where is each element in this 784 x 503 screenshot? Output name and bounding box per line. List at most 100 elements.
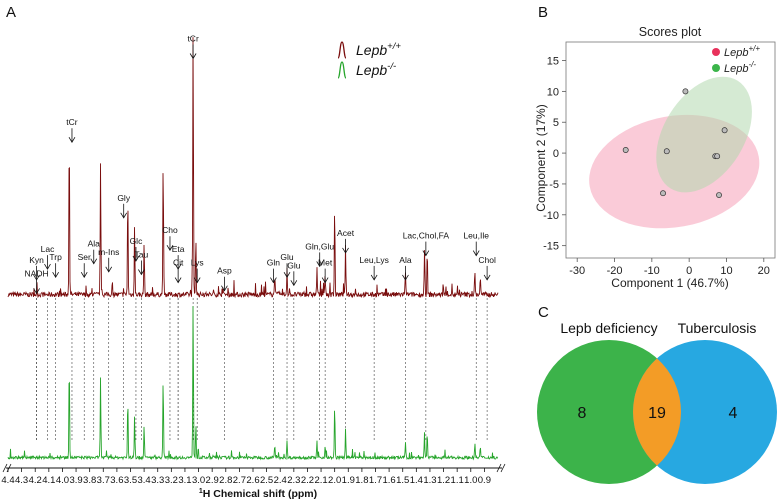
annotation-arrowhead [68, 136, 76, 143]
peak-label: Lys [191, 258, 204, 268]
peak-label: Eta [172, 244, 185, 254]
annotation-arrowhead [120, 212, 128, 219]
spectrum-x-axis-title: 1H Chemical shift (ppm) [199, 488, 317, 500]
scores-y-tick-label: -5 [549, 179, 559, 191]
annotation-arrowhead [483, 274, 491, 281]
axis-break-right [496, 463, 506, 473]
peak-label: Glu [287, 260, 301, 270]
peak-label: Acet [337, 228, 355, 238]
annotation-arrowhead [321, 277, 329, 284]
wildtype-score-point [622, 147, 629, 153]
peak-label: tCr [187, 34, 199, 44]
peak-alignment-lines [36, 298, 488, 440]
annotation-arrowhead [402, 274, 409, 281]
annotation-arrowhead [472, 250, 480, 257]
x-tick-label: 3.1 [178, 475, 191, 486]
legend-knockout-marker [337, 61, 347, 79]
peak-label: Kyn [29, 255, 44, 265]
annotation-arrowhead [138, 269, 145, 276]
wildtype-score-point [716, 192, 722, 199]
lepb-knockout-trace [7, 306, 499, 461]
peak-label: Ala [88, 239, 101, 249]
x-tick-label: 3.2 [165, 475, 178, 486]
annotation-arrowhead [52, 271, 59, 278]
x-tick-label: 1.6 [383, 475, 396, 486]
scores-y-tick-label: -10 [543, 210, 559, 222]
x-tick-label: 1.0 [464, 475, 477, 486]
annotation-arrowhead [189, 53, 197, 60]
x-tick-label: 3.3 [151, 475, 164, 486]
x-tick-label: 4.1 [42, 475, 55, 486]
x-tick-label: 4.3 [15, 475, 28, 486]
x-tick-label: 3.0 [192, 475, 205, 486]
x-tick-label: 2.5 [260, 475, 273, 486]
venn-overlap-count: 19 [648, 405, 666, 422]
knockout-score-point [682, 88, 689, 95]
scores-x-tick-label: -10 [644, 265, 660, 277]
x-tick-label: 3.9 [69, 475, 82, 486]
peak-label: Cit [173, 258, 184, 268]
annotation-arrowhead [44, 263, 51, 270]
wildtype-score-point [660, 190, 666, 197]
annotation-arrowhead [342, 247, 349, 254]
x-tick-label: 4.0 [56, 475, 69, 486]
scores-x-tick-label: 10 [720, 265, 732, 277]
peak-label: Lac [41, 244, 55, 254]
annotation-arrowhead [132, 255, 140, 262]
panel-label-c: C [538, 304, 549, 321]
legend-wildtype-label: Lepb+/+ [356, 41, 401, 58]
x-tick-label: 1.4 [410, 475, 423, 486]
x-tick-label: 2.7 [233, 475, 246, 486]
peak-label: Gln [267, 258, 281, 268]
peak-label: Lac,Chol,FA [403, 231, 450, 241]
scores-x-tick-label: -30 [569, 265, 585, 277]
annotation-arrowhead [90, 258, 98, 265]
scores-plot-area [565, 41, 776, 259]
x-tick-label: 2.9 [206, 475, 219, 486]
peak-label: Leu,Lys [359, 255, 388, 265]
peak-label: Ala [399, 255, 412, 265]
annotation-arrowhead [370, 274, 378, 281]
annotation-arrowhead [290, 280, 298, 287]
annotation-arrowhead [283, 271, 291, 278]
spectrum-legend: Lepb+/+ Lepb-/- [337, 41, 401, 79]
x-tick-label: 1.2 [437, 475, 450, 486]
panel-label-b: B [538, 4, 548, 21]
knockout-score-point [714, 153, 721, 160]
scores-plot-title: Scores plot [639, 25, 702, 39]
x-tick-label: 3.4 [138, 475, 151, 486]
annotation-arrowhead [33, 288, 40, 295]
x-tick-label: 3.8 [83, 475, 96, 486]
x-tick-label: 0.9 [478, 475, 491, 486]
x-tick-label: 2.2 [301, 475, 314, 486]
venn-left-title: Lepb deficiency [560, 320, 657, 336]
annotation-arrowhead [422, 250, 430, 257]
annotation-arrowhead [316, 261, 324, 268]
x-tick-label: 3.7 [97, 475, 110, 486]
annotation-arrowhead [270, 277, 277, 284]
annotation-arrowhead [166, 244, 174, 251]
wildtype-score-point [663, 148, 670, 155]
scores-x-axis-title: Component 1 (46.7%) [611, 276, 728, 290]
knockout-score-point [721, 127, 728, 134]
x-tick-label: 2.0 [328, 475, 341, 486]
axis-break-left [2, 463, 12, 473]
peak-label: Ser [78, 252, 91, 262]
legend-knockout-label: Lepb-/- [356, 61, 396, 78]
scores-x-tick-label: 0 [686, 265, 692, 277]
x-tick-label: 2.4 [274, 475, 287, 486]
x-tick-label: 1.1 [451, 475, 464, 486]
scores-y-tick-label: 10 [547, 86, 559, 98]
scores-y-tick-label: 0 [553, 148, 559, 160]
peak-label: Gly [117, 193, 131, 203]
venn-left-count: 8 [578, 405, 587, 422]
venn-diagram: Lepb deficiency Tuberculosis 8 19 4 [537, 320, 777, 484]
annotation-arrowhead [193, 277, 201, 284]
scores-legend-knockout-dot [712, 64, 720, 72]
scores-legend-knockout-label: Lepb-/- [724, 60, 756, 75]
x-tick-label: 3.6 [110, 475, 123, 486]
scores-legend-wildtype-label: Lepb+/+ [724, 44, 760, 59]
annotation-arrowhead [174, 277, 182, 284]
x-tick-label: 1.8 [355, 475, 368, 486]
